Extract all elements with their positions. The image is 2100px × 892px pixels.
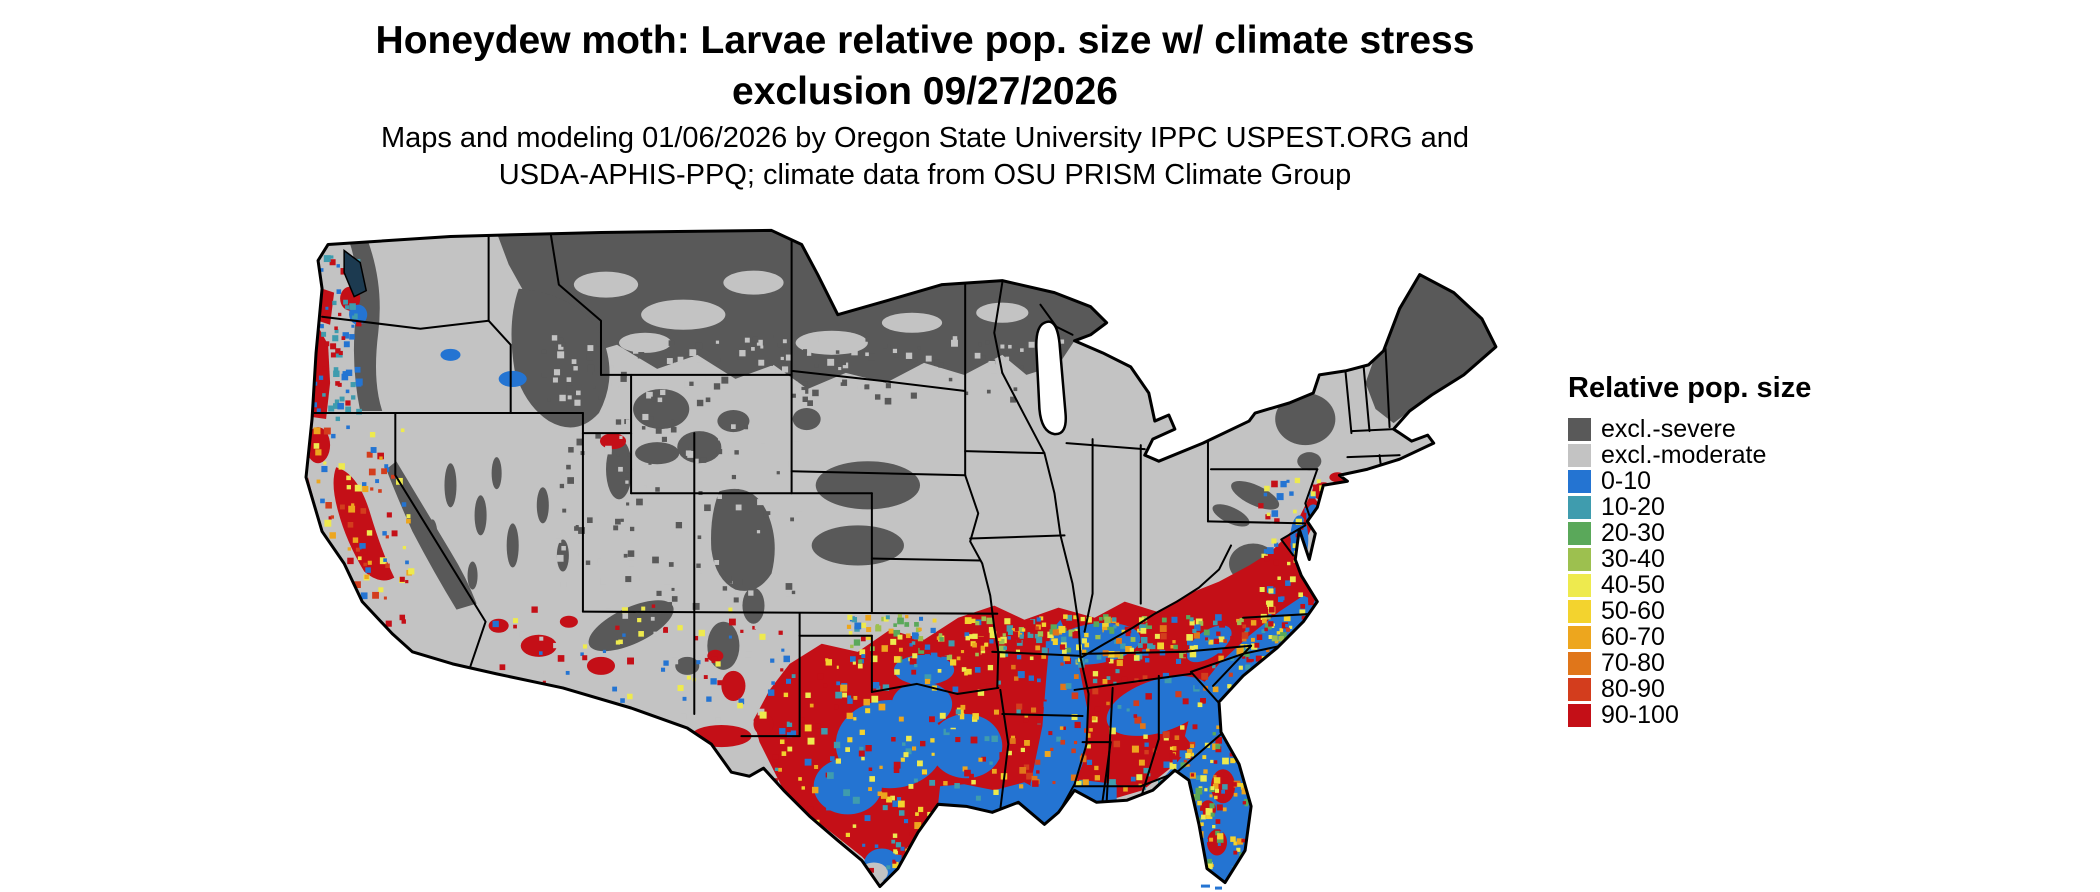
legend-entry-label: 40-50	[1601, 571, 1665, 599]
legend-swatch	[1568, 704, 1591, 727]
us-choropleth-map	[304, 228, 1498, 890]
legend-entry-label: 20-30	[1601, 519, 1665, 547]
legend-swatch	[1568, 626, 1591, 649]
puget-sound	[343, 248, 368, 298]
legend-entry-label: 0-10	[1601, 467, 1652, 495]
legend-entry: 20-30	[1568, 519, 1811, 547]
legend-swatch	[1568, 600, 1591, 623]
legend-entry: 10-20	[1568, 493, 1811, 521]
legend-entry-label: 90-100	[1601, 701, 1679, 729]
map-subtitle: Maps and modeling 01/06/2026 by Oregon S…	[260, 120, 1590, 194]
legend-swatch	[1568, 574, 1591, 597]
legend-entry-label: 10-20	[1601, 493, 1665, 521]
legend-entry: excl.-moderate	[1568, 441, 1811, 469]
legend-entry: 60-70	[1568, 623, 1811, 651]
legend-swatch	[1568, 418, 1591, 441]
page-title: Honeydew moth: Larvae relative pop. size…	[260, 16, 1590, 117]
legend-entry: 70-80	[1568, 649, 1811, 677]
subtitle-line-2: USDA-APHIS-PPQ; climate data from OSU PR…	[498, 159, 1352, 192]
state-boundaries	[309, 233, 1401, 822]
title-line-1: Honeydew moth: Larvae relative pop. size…	[375, 19, 1475, 62]
legend-entry-label: excl.-severe	[1601, 415, 1736, 443]
legend-swatch	[1568, 652, 1591, 675]
legend-entry: 50-60	[1568, 597, 1811, 625]
legend-entry-label: excl.-moderate	[1601, 441, 1767, 469]
legend-title: Relative pop. size	[1568, 372, 1812, 404]
legend-entry-label: 70-80	[1601, 649, 1665, 677]
legend-entry-label: 50-60	[1601, 597, 1665, 625]
us-map-container	[300, 222, 1524, 890]
legend-entry-label: 30-40	[1601, 545, 1665, 573]
legend-swatch	[1568, 548, 1591, 571]
legend: Relative pop. size excl.-severe excl.-mo…	[1568, 372, 1811, 729]
lake-michigan	[1035, 320, 1068, 436]
legend-swatch	[1568, 470, 1591, 493]
legend-swatch	[1568, 522, 1591, 545]
us-outline	[304, 228, 1498, 889]
florida-keys	[1200, 884, 1210, 888]
legend-entry-label: 80-90	[1601, 675, 1665, 703]
legend-entry: 90-100	[1568, 701, 1811, 729]
legend-entry: 30-40	[1568, 545, 1811, 573]
legend-entry: 0-10	[1568, 467, 1811, 495]
legend-swatch	[1568, 444, 1591, 467]
florida-keys-2	[1214, 886, 1223, 890]
legend-items: excl.-severe excl.-moderate 0-10 10-20 2…	[1568, 415, 1811, 729]
legend-swatch	[1568, 496, 1591, 519]
legend-entry: excl.-severe	[1568, 415, 1811, 443]
title-line-2: exclusion 09/27/2026	[732, 69, 1118, 113]
legend-entry: 40-50	[1568, 571, 1811, 599]
legend-entry-label: 60-70	[1601, 623, 1665, 651]
subtitle-line-1: Maps and modeling 01/06/2026 by Oregon S…	[380, 122, 1470, 154]
legend-entry: 80-90	[1568, 675, 1811, 703]
legend-swatch	[1568, 678, 1591, 701]
